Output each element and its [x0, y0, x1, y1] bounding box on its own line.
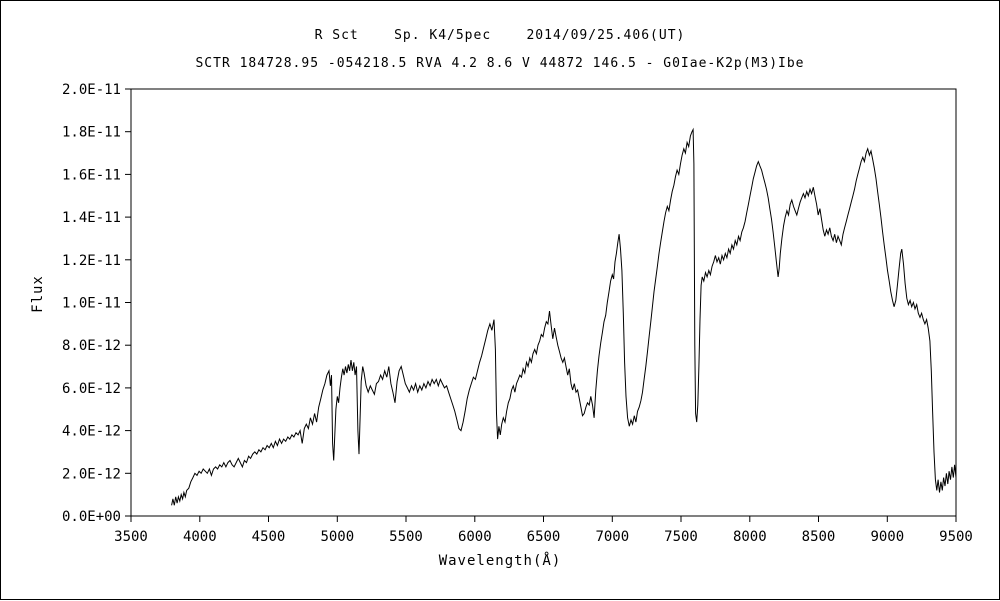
- y-tick-label: 8.0E-12: [62, 338, 121, 354]
- y-tick-label: 1.2E-11: [62, 253, 121, 269]
- x-tick-label: 5500: [389, 529, 423, 545]
- y-tick-label: 2.0E-11: [62, 82, 121, 98]
- spectrum-line: [171, 127, 957, 506]
- x-tick-label: 7500: [664, 529, 698, 545]
- x-tick-label: 8000: [733, 529, 767, 545]
- x-tick-label: 4000: [183, 529, 217, 545]
- chart-title-line2: SCTR 184728.95 -054218.5 RVA 4.2 8.6 V 4…: [195, 56, 805, 71]
- x-tick-label: 7000: [595, 529, 629, 545]
- y-tick-label: 1.8E-11: [62, 125, 121, 141]
- y-tick-label: 1.0E-11: [62, 296, 121, 312]
- x-tick-label: 9500: [939, 529, 973, 545]
- chart-title-line1: R Sct Sp. K4/5pec 2014/09/25.406(UT): [314, 28, 686, 43]
- y-tick-label: 2.0E-12: [62, 466, 121, 482]
- y-tick-label: 1.6E-11: [62, 167, 121, 183]
- x-tick-label: 6500: [527, 529, 561, 545]
- x-tick-label: 4500: [252, 529, 286, 545]
- x-tick-label: 3500: [114, 529, 148, 545]
- x-axis-label: Wavelength(Å): [438, 553, 562, 569]
- x-tick-label: 5000: [320, 529, 354, 545]
- x-tick-label: 8500: [802, 529, 836, 545]
- y-tick-label: 4.0E-12: [62, 424, 121, 440]
- y-tick-label: 0.0E+00: [62, 509, 121, 525]
- y-tick-label: 6.0E-12: [62, 381, 121, 397]
- y-tick-label: 1.4E-11: [62, 210, 121, 226]
- x-tick-label: 6000: [458, 529, 492, 545]
- x-tick-label: 9000: [870, 529, 904, 545]
